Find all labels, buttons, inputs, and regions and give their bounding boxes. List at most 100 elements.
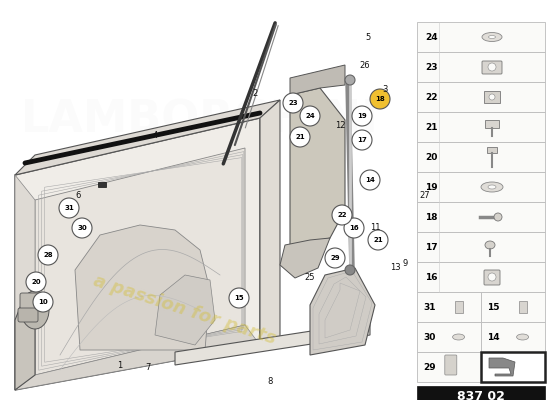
Text: 7: 7 <box>145 364 151 372</box>
Text: 23: 23 <box>288 100 298 106</box>
Circle shape <box>290 127 310 147</box>
Text: 31: 31 <box>64 205 74 211</box>
FancyBboxPatch shape <box>485 120 499 128</box>
Circle shape <box>33 292 53 312</box>
Text: 25: 25 <box>305 274 315 282</box>
Polygon shape <box>15 100 280 175</box>
Polygon shape <box>155 275 215 345</box>
Polygon shape <box>260 100 280 345</box>
Ellipse shape <box>481 182 503 192</box>
Text: 18: 18 <box>425 212 437 222</box>
Ellipse shape <box>516 334 529 340</box>
Text: 5: 5 <box>365 34 371 42</box>
Text: 29: 29 <box>330 255 340 261</box>
Text: 17: 17 <box>357 137 367 143</box>
Polygon shape <box>489 358 515 376</box>
Text: 14: 14 <box>365 177 375 183</box>
Bar <box>417 172 545 202</box>
Text: 19: 19 <box>425 182 438 192</box>
Text: 17: 17 <box>425 242 438 252</box>
FancyBboxPatch shape <box>482 61 502 74</box>
Text: 24: 24 <box>305 113 315 119</box>
Circle shape <box>59 198 79 218</box>
Bar <box>417 292 481 322</box>
Circle shape <box>344 218 364 238</box>
Polygon shape <box>310 268 375 355</box>
FancyBboxPatch shape <box>484 270 500 285</box>
Ellipse shape <box>488 63 496 71</box>
Text: 8: 8 <box>267 378 273 386</box>
FancyBboxPatch shape <box>18 308 38 322</box>
Polygon shape <box>280 238 330 278</box>
Circle shape <box>229 288 249 308</box>
Text: a passion for parts: a passion for parts <box>91 272 279 348</box>
Text: 12: 12 <box>335 122 345 130</box>
Polygon shape <box>175 322 370 365</box>
Text: 3: 3 <box>382 86 388 94</box>
Text: 15: 15 <box>487 302 499 312</box>
Text: LAMBORGHINI: LAMBORGHINI <box>21 98 379 142</box>
Text: 18: 18 <box>375 96 385 102</box>
Circle shape <box>283 93 303 113</box>
Text: 21: 21 <box>295 134 305 140</box>
Circle shape <box>345 265 355 275</box>
Text: 24: 24 <box>425 32 438 42</box>
Bar <box>417 22 545 52</box>
Circle shape <box>352 106 372 126</box>
Ellipse shape <box>482 32 502 42</box>
Bar <box>417 352 481 382</box>
Ellipse shape <box>489 94 495 100</box>
Polygon shape <box>15 175 35 390</box>
Bar <box>481 322 545 352</box>
Circle shape <box>332 205 352 225</box>
Polygon shape <box>15 325 260 390</box>
Text: 30: 30 <box>423 332 436 342</box>
Circle shape <box>352 130 372 150</box>
Bar <box>417 142 545 172</box>
Polygon shape <box>15 290 35 390</box>
FancyBboxPatch shape <box>519 301 526 313</box>
Bar <box>417 82 545 112</box>
Polygon shape <box>35 148 245 375</box>
Text: 16: 16 <box>425 272 437 282</box>
Circle shape <box>370 89 390 109</box>
Text: 9: 9 <box>403 260 408 268</box>
Text: 22: 22 <box>425 92 437 102</box>
FancyBboxPatch shape <box>98 182 106 187</box>
Circle shape <box>360 170 380 190</box>
Ellipse shape <box>488 185 496 189</box>
FancyBboxPatch shape <box>445 355 457 375</box>
FancyBboxPatch shape <box>455 301 463 313</box>
Circle shape <box>345 75 355 85</box>
Text: 14: 14 <box>487 332 499 342</box>
Bar <box>417 202 545 232</box>
FancyBboxPatch shape <box>487 147 497 153</box>
Bar <box>417 386 545 400</box>
Text: 20: 20 <box>31 279 41 285</box>
Text: 13: 13 <box>390 264 400 272</box>
Circle shape <box>368 230 388 250</box>
Polygon shape <box>290 88 345 250</box>
Text: 837 02: 837 02 <box>457 390 505 400</box>
Text: 20: 20 <box>425 152 437 162</box>
Text: 2: 2 <box>252 88 257 98</box>
Text: 4: 4 <box>152 130 158 140</box>
Text: 21: 21 <box>425 122 437 132</box>
Bar <box>417 112 545 142</box>
Text: 16: 16 <box>349 225 359 231</box>
Text: 27: 27 <box>420 190 430 200</box>
Circle shape <box>325 248 345 268</box>
Bar <box>481 352 545 382</box>
Polygon shape <box>15 118 260 390</box>
Text: 23: 23 <box>425 62 437 72</box>
Ellipse shape <box>453 334 465 340</box>
Ellipse shape <box>21 291 49 329</box>
Circle shape <box>72 218 92 238</box>
Circle shape <box>26 272 46 292</box>
Text: 26: 26 <box>360 60 370 70</box>
FancyBboxPatch shape <box>484 91 500 103</box>
Bar <box>417 52 545 82</box>
Text: 22: 22 <box>337 212 346 218</box>
Circle shape <box>494 213 502 221</box>
Text: 30: 30 <box>77 225 87 231</box>
